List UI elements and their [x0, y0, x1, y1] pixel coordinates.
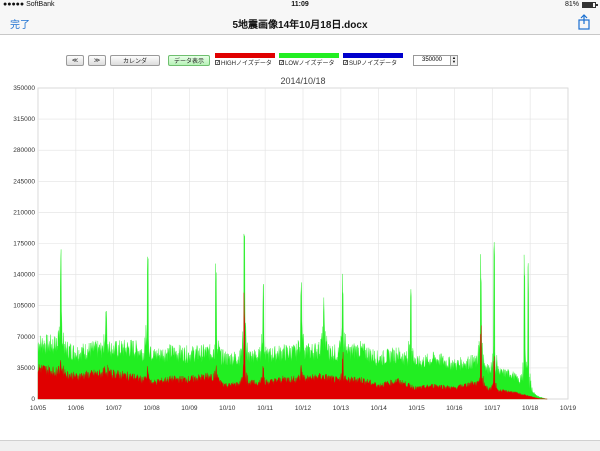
x-tick-label: 10/07: [106, 405, 123, 412]
y-tick-label: 70000: [17, 334, 35, 341]
x-tick-label: 10/10: [219, 405, 236, 412]
document-title: 5地震画像14年10月18日.docx: [232, 20, 368, 31]
battery-area: 81%: [564, 1, 598, 8]
carrier-label: ●●●●● SoftBank: [3, 1, 55, 8]
legend-high[interactable]: ✓ HIGHノイズデータ: [215, 53, 275, 67]
noise-chart: 2014/10/18 0 35000 70000 105000 140000 175000 2…: [13, 76, 577, 412]
x-tick-label: 10/13: [333, 405, 350, 412]
ymax-input[interactable]: 350000: [413, 54, 451, 66]
x-tick-label: 10/09: [181, 405, 198, 412]
series-area-high: [37, 292, 548, 400]
y-tick-label: 210000: [13, 209, 35, 216]
y-tick-label: 105000: [13, 303, 35, 310]
bottom-bar: [0, 440, 600, 451]
stepper-up-icon[interactable]: ▲: [452, 55, 456, 60]
y-tick-label: 0: [31, 396, 35, 403]
calendar-button[interactable]: カレンダ: [110, 54, 160, 66]
legend-low-swatch: [279, 53, 339, 58]
y-tick-label: 350000: [13, 85, 35, 92]
y-tick-label: 35000: [17, 365, 35, 372]
battery-fill: [583, 2, 593, 7]
y-tick-label: 140000: [13, 272, 35, 279]
checkbox-high[interactable]: ✓: [215, 60, 221, 66]
legend-high-label: HIGHノイズデータ: [221, 61, 272, 67]
x-tick-label: 10/19: [560, 405, 577, 412]
chart-toolbar: ≪ ≫ カレンダ データ表示 ✓ HIGHノイズデータ ✓ LOWノイズデータ ✓ S…: [66, 53, 458, 67]
legend-low-label: LOWノイズデータ: [285, 61, 335, 67]
y-tick-label: 315000: [13, 116, 35, 123]
x-tick-label: 10/15: [408, 405, 425, 412]
data-display-button[interactable]: データ表示: [168, 54, 210, 66]
legend-sup-label: SUPノイズデータ: [349, 61, 398, 67]
x-tick-label: 10/05: [30, 405, 47, 412]
navigation-bar: 完了 5地震画像14年10月18日.docx: [0, 10, 600, 35]
legend-sup[interactable]: ✓ SUPノイズデータ: [343, 53, 403, 67]
checkbox-sup[interactable]: ✓: [343, 60, 349, 66]
battery-percent: 81%: [564, 1, 579, 8]
previous-button[interactable]: ≪: [66, 54, 84, 66]
battery-icon: [582, 1, 598, 8]
y-tick-label: 245000: [13, 178, 35, 185]
legend-sup-swatch: [343, 53, 403, 58]
checkbox-low[interactable]: ✓: [279, 60, 285, 66]
ymax-stepper[interactable]: ▲ ▼: [451, 54, 458, 66]
clock: 11:09: [291, 1, 309, 8]
status-bar: ●●●●● SoftBank 11:09 81%: [0, 0, 600, 10]
x-tick-label: 10/06: [68, 405, 85, 412]
x-tick-label: 10/08: [143, 405, 160, 412]
stepper-down-icon[interactable]: ▼: [452, 59, 456, 64]
series-area-low: [37, 233, 548, 400]
done-button[interactable]: 完了: [10, 20, 30, 31]
x-tick-label: 10/17: [484, 405, 501, 412]
chart-title: 2014/10/18: [280, 76, 325, 86]
legend-high-swatch: [215, 53, 275, 58]
y-tick-label: 280000: [13, 147, 35, 154]
x-tick-label: 10/11: [257, 405, 273, 412]
next-button[interactable]: ≫: [88, 54, 106, 66]
x-tick-label: 10/18: [522, 405, 539, 412]
legend-low[interactable]: ✓ LOWノイズデータ: [279, 53, 339, 67]
x-tick-label: 10/16: [446, 405, 463, 412]
y-tick-label: 175000: [13, 241, 35, 248]
x-tick-label: 10/12: [295, 405, 312, 412]
x-tick-label: 10/14: [371, 405, 388, 412]
share-icon[interactable]: [576, 14, 592, 30]
